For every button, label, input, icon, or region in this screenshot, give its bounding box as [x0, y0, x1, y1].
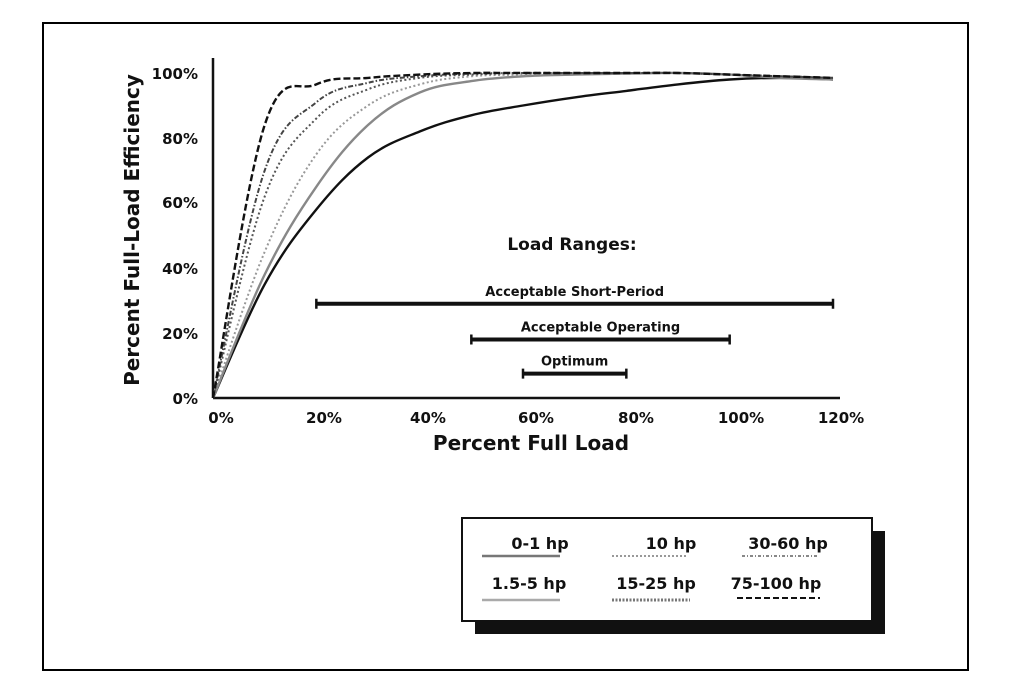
legend-label: 30-60 hp — [748, 534, 828, 553]
x-tick-label: 40% — [410, 409, 446, 427]
figure-frame — [42, 22, 969, 671]
y-tick-label: 40% — [162, 260, 198, 278]
y-tick-label: 100% — [152, 65, 198, 83]
x-tick-label: 120% — [818, 409, 864, 427]
legend-label: 1.5-5 hp — [492, 574, 567, 593]
load-range-label: Optimum — [541, 355, 608, 370]
legend: 0-1 hp 10 hp 30-60 hp 1.5-5 hp 15-25 hp … — [461, 517, 885, 634]
x-tick-label: 20% — [306, 409, 342, 427]
x-tick-labels: 0% 20% 40% 60% 80% 100% 120% — [208, 409, 864, 427]
legend-label: 0-1 hp — [511, 534, 568, 553]
legend-label: 10 hp — [646, 534, 697, 553]
legend-box — [461, 517, 873, 622]
load-range-label: Acceptable Operating — [521, 321, 680, 336]
y-axis-title: Percent Full-Load Efficiency — [120, 74, 144, 386]
load-ranges: Acceptable Short-Period Acceptable Operat… — [315, 285, 835, 379]
y-tick-label: 80% — [162, 130, 198, 148]
series-layer — [211, 71, 834, 399]
x-tick-label: 80% — [618, 409, 654, 427]
series-line-0 — [211, 76, 834, 399]
load-ranges-title: Load Ranges: — [507, 235, 636, 255]
y-tick-labels: 0% 20% 40% 60% 80% 100% — [152, 65, 198, 408]
y-tick-label: 20% — [162, 325, 198, 343]
x-tick-label: 60% — [518, 409, 554, 427]
y-tick-label: 60% — [162, 194, 198, 212]
legend-label: 15-25 hp — [616, 574, 696, 593]
x-tick-label: 100% — [718, 409, 764, 427]
x-axis-title: Percent Full Load — [433, 431, 629, 455]
load-range-label: Acceptable Short-Period — [485, 285, 664, 300]
series-line-2 — [212, 71, 834, 399]
legend-label: 75-100 hp — [731, 574, 822, 593]
y-tick-label: 0% — [173, 390, 198, 408]
series-line-5 — [211, 71, 834, 399]
x-tick-label: 0% — [208, 409, 233, 427]
